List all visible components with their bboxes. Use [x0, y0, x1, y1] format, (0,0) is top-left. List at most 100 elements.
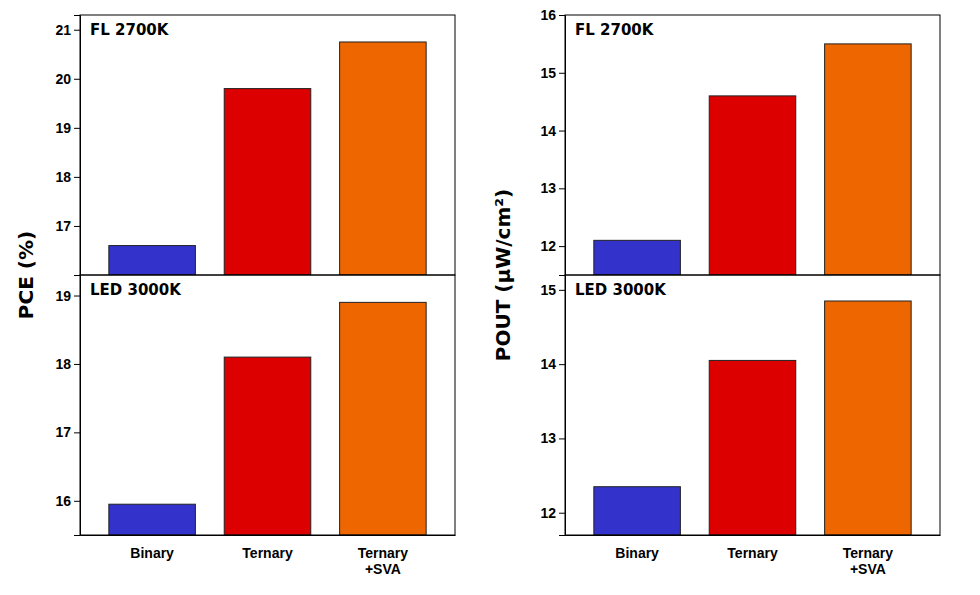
y-tick-line [559, 246, 565, 247]
x-tick: Ternary [242, 535, 293, 561]
y-tick: 15 [540, 282, 565, 298]
y-tick: 16 [55, 493, 80, 509]
y-tick-label: 13 [540, 180, 556, 196]
x-tick-label: Ternary [242, 545, 293, 561]
y-axis: 12 13 14 15 16 [540, 7, 565, 276]
y-tick: 12 [540, 505, 565, 521]
x-tick-label-line: Ternary [727, 545, 778, 561]
y-axis-line [559, 16, 566, 276]
y-tick: 12 [540, 238, 565, 254]
x-tick-label: Binary [615, 545, 659, 561]
bar [109, 246, 196, 275]
y-axis-line [74, 276, 81, 536]
y-tick-line [74, 128, 80, 129]
y-tick-label: 13 [540, 430, 556, 446]
y-tick-label: 21 [55, 22, 71, 38]
x-tick-label-line: +SVA [365, 561, 401, 577]
y-tick-label: 14 [540, 123, 556, 139]
bar [709, 96, 796, 275]
x-axis: Binary Ternary Ternary+SVA [566, 535, 941, 577]
x-tick: Ternary [727, 535, 778, 561]
bar [825, 44, 912, 275]
bar [709, 360, 796, 535]
x-tick-label: Ternary+SVA [358, 545, 409, 577]
y-tick-label: 15 [540, 65, 556, 81]
y-tick: 16 [540, 7, 565, 23]
marks [594, 44, 911, 275]
y-tick: 17 [55, 218, 80, 234]
panel: 17 18 19 20 21 FL 2700K [55, 15, 455, 276]
x-tick: Ternary+SVA [843, 535, 894, 577]
plot-frame [80, 275, 455, 535]
x-axis-line [81, 535, 456, 536]
bar [224, 89, 311, 275]
y-tick: 13 [540, 430, 565, 446]
x-tick-label-line: Ternary [358, 545, 409, 561]
x-tick-label: Ternary [727, 545, 778, 561]
y-tick-label: 17 [55, 218, 71, 234]
y-axis-title: PCE (%) [14, 231, 38, 319]
bar [340, 42, 427, 275]
y-tick: 13 [540, 180, 565, 196]
x-tick-label: Ternary+SVA [843, 545, 894, 577]
y-tick: 19 [55, 288, 80, 304]
y-tick: 14 [540, 356, 565, 372]
y-axis: 16 17 18 19 [55, 276, 80, 536]
y-tick-label: 17 [55, 424, 71, 440]
bar [224, 357, 311, 535]
y-axis-line [74, 16, 81, 276]
y-tick-line [559, 15, 565, 16]
bar [340, 302, 427, 535]
y-axis-title: POUT (μW/cm²) [491, 189, 515, 361]
y-tick-line [559, 131, 565, 132]
plot-frame [565, 15, 940, 275]
y-tick-label: 14 [540, 356, 556, 372]
marks [109, 42, 426, 275]
y-tick: 18 [55, 356, 80, 372]
x-tick: Binary [615, 535, 659, 561]
bar [825, 301, 912, 535]
y-tick-line [559, 438, 565, 439]
x-tick-label-line: Binary [130, 545, 174, 561]
y-tick-label: 15 [540, 282, 556, 298]
y-tick-label: 12 [540, 238, 556, 254]
plot-frame [565, 275, 940, 535]
y-tick-line [559, 73, 565, 74]
x-tick-label-line: Binary [615, 545, 659, 561]
y-tick-line [74, 79, 80, 80]
y-tick-label: 20 [55, 71, 71, 87]
y-tick: 20 [55, 71, 80, 87]
y-tick-line [559, 290, 565, 291]
y-tick-line [74, 364, 80, 365]
y-tick-line [74, 30, 80, 31]
annotation: LED 3000K [575, 281, 667, 299]
y-tick: 14 [540, 123, 565, 139]
y-tick-line [74, 432, 80, 433]
x-tick-label: Binary [130, 545, 174, 561]
x-axis: BinaryTernaryTernary+SVA [81, 535, 456, 577]
y-tick-label: 19 [55, 288, 71, 304]
y-tick-label: 18 [55, 356, 71, 372]
plot-frame [80, 15, 455, 275]
x-tick-label-line: +SVA [850, 561, 886, 577]
marks [594, 301, 911, 535]
annotation: FL 2700K [90, 21, 170, 39]
y-tick: 17 [55, 424, 80, 440]
chart: 17 18 19 20 21 FL 2700K PCE (%) 16 17 18 19 Binary T… [0, 0, 980, 595]
annotation: LED 3000K [90, 281, 182, 299]
bar [109, 504, 196, 535]
x-tick: Ternary+SVA [358, 535, 409, 577]
y-tick: 19 [55, 120, 80, 136]
x-axis-line [566, 535, 941, 536]
y-tick-line [74, 296, 80, 297]
y-tick-line [559, 364, 565, 365]
y-axis-line [559, 276, 566, 536]
annotation: FL 2700K [575, 21, 655, 39]
y-tick-label: 16 [55, 493, 71, 509]
y-tick: 18 [55, 169, 80, 185]
bar [594, 240, 681, 275]
y-tick: 15 [540, 65, 565, 81]
y-tick-line [559, 513, 565, 514]
y-tick: 21 [55, 22, 80, 38]
panel: 12 13 14 15 Binary Ternary Ternary+SVA LED 3000… [540, 275, 940, 577]
